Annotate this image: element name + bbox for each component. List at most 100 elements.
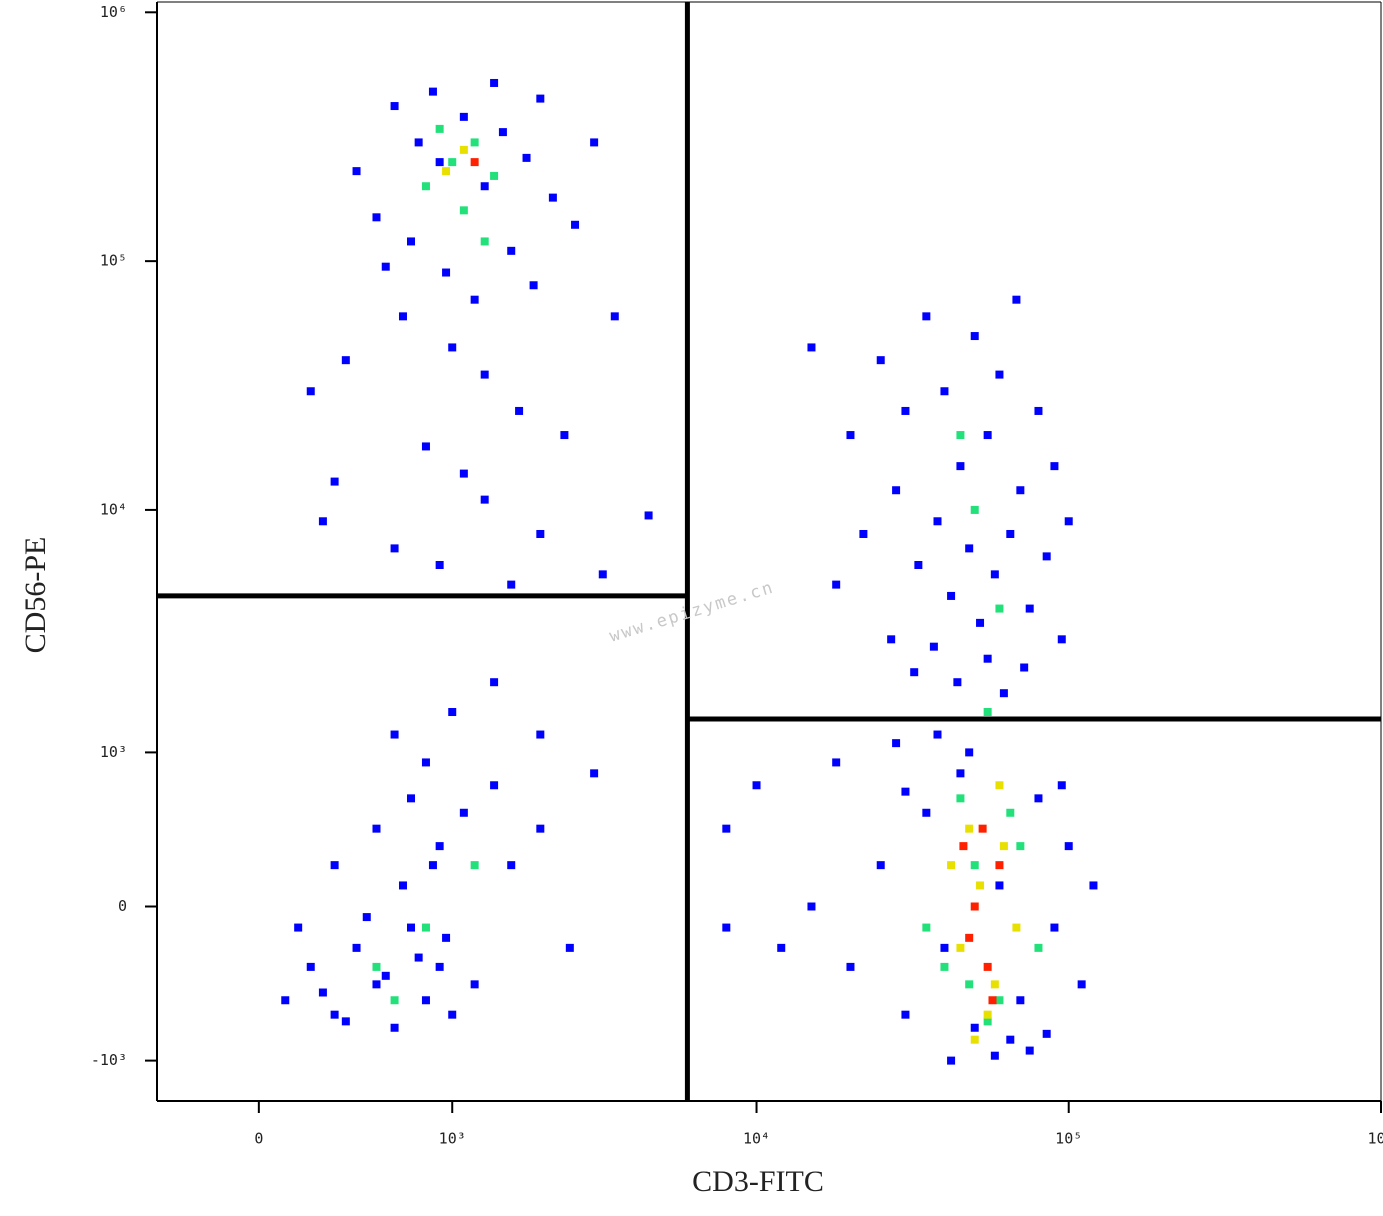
event-point [1006,529,1015,538]
event-point [1034,794,1043,803]
event-point [294,923,303,932]
event-point [406,923,415,932]
event-point [644,511,653,520]
event-point [983,431,992,440]
event-point [330,861,339,870]
event-point [1064,842,1073,851]
event-point [372,824,381,833]
event-point [922,923,931,932]
event-point [590,769,599,778]
event-point [940,962,949,971]
event-point [995,861,1004,870]
event-point [1077,980,1086,989]
event-point [983,654,992,663]
x-tick-label: 0 [254,1130,263,1148]
event-point [352,943,361,952]
event-point [442,933,451,942]
event-point [892,739,901,748]
event-point [901,406,910,415]
event-point [995,604,1004,613]
event-point [428,861,437,870]
event-point [390,730,399,739]
event-point [1025,1046,1034,1055]
x-axis-title: CD3-FITC [692,1165,824,1198]
event-point [372,213,381,222]
event-point [548,193,557,202]
event-point [490,78,499,87]
event-point [910,668,919,677]
event-point [947,861,956,870]
event-point [970,505,979,514]
event-point [498,128,507,137]
event-point [421,758,430,767]
x-tick-label: 10⁶ [1367,1130,1383,1148]
event-point [536,824,545,833]
event-point [398,312,407,321]
event-point [901,787,910,796]
event-point [1006,808,1015,817]
event-point [722,824,731,833]
event-point [846,962,855,971]
event-point [560,431,569,440]
event-point [933,730,942,739]
event-point [470,980,479,989]
event-point [448,343,457,352]
event-point [1012,923,1021,932]
event-point [480,370,489,379]
event-point [1016,486,1025,495]
event-point [1057,781,1066,790]
event-point [922,312,931,321]
event-point [536,730,545,739]
event-point [507,246,516,255]
event-point [522,153,531,162]
event-point [362,913,371,922]
event-point [459,469,468,478]
event-point [956,462,965,471]
event-point [381,262,390,271]
event-point [922,808,931,817]
x-tick-label: 10⁵ [1055,1130,1082,1148]
event-point [995,370,1004,379]
event-point [490,678,499,687]
event-point [442,268,451,277]
event-point [381,971,390,980]
event-point [398,881,407,890]
event-point [876,356,885,365]
event-point [970,1023,979,1032]
event-point [435,842,444,851]
event-point [565,943,574,952]
event-point [406,794,415,803]
event-point [435,560,444,569]
event-point [459,808,468,817]
event-point [459,145,468,154]
event-point [914,560,923,569]
y-tick-label: 10³ [100,743,127,761]
event-point [390,1023,399,1032]
event-point [414,953,423,962]
event-point [956,769,965,778]
y-tick-label: 10⁴ [100,500,127,518]
event-point [807,343,816,352]
event-point [480,182,489,191]
event-point [390,544,399,553]
event-point [965,933,974,942]
event-point [390,996,399,1005]
event-point [490,171,499,180]
event-point [421,923,430,932]
event-point [1057,635,1066,644]
event-point [341,356,350,365]
event-point [448,1010,457,1019]
y-tick-label: 10⁶ [100,3,127,21]
event-point [859,529,868,538]
event-point [999,689,1008,698]
event-point [846,431,855,440]
event-point [448,158,457,167]
event-point [372,962,381,971]
event-point [598,570,607,579]
event-point [777,943,786,952]
event-point [956,943,965,952]
event-point [990,1051,999,1060]
event-point [507,861,516,870]
event-point [428,87,437,96]
y-tick-label: -10³ [91,1051,127,1069]
